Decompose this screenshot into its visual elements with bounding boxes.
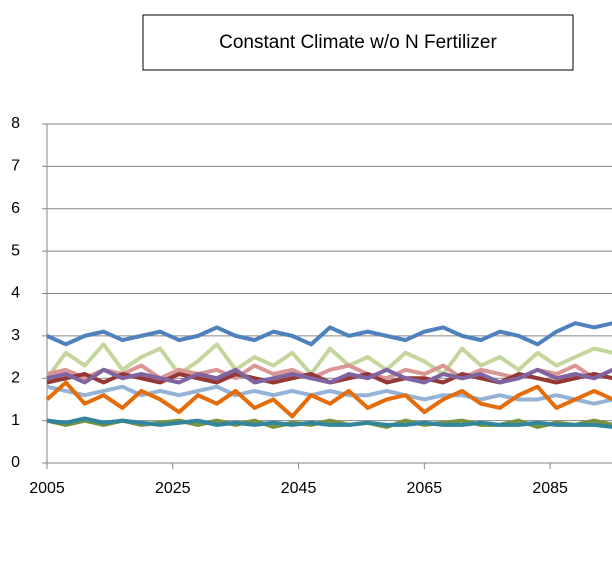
x-tick-label: 2085 bbox=[532, 480, 568, 497]
y-tick-label: 7 bbox=[11, 158, 20, 175]
series-line bbox=[46, 384, 612, 406]
y-tick-label: 8 bbox=[11, 115, 20, 132]
chart-title: Constant Climate w/o N Fertilizer bbox=[219, 32, 497, 53]
series-line bbox=[46, 418, 612, 429]
x-tick-label: 2065 bbox=[407, 480, 443, 497]
y-tick-label: 0 bbox=[11, 454, 20, 471]
x-tick-label: 2025 bbox=[155, 480, 191, 497]
series-line bbox=[46, 416, 612, 429]
x-tick-label: 2005 bbox=[29, 480, 65, 497]
series-line bbox=[46, 321, 612, 347]
y-tick-label: 4 bbox=[11, 285, 20, 302]
series-line bbox=[45, 342, 612, 380]
x-tick-label: 2045 bbox=[281, 480, 317, 497]
y-tick-label: 6 bbox=[11, 200, 20, 217]
y-tick-label: 1 bbox=[11, 412, 20, 429]
y-tick-label: 5 bbox=[11, 242, 20, 259]
y-tick-label: 3 bbox=[11, 327, 20, 344]
y-tick-label: 2 bbox=[11, 369, 20, 386]
series-line bbox=[45, 380, 612, 419]
series-line bbox=[46, 367, 612, 385]
title-box bbox=[142, 14, 574, 71]
